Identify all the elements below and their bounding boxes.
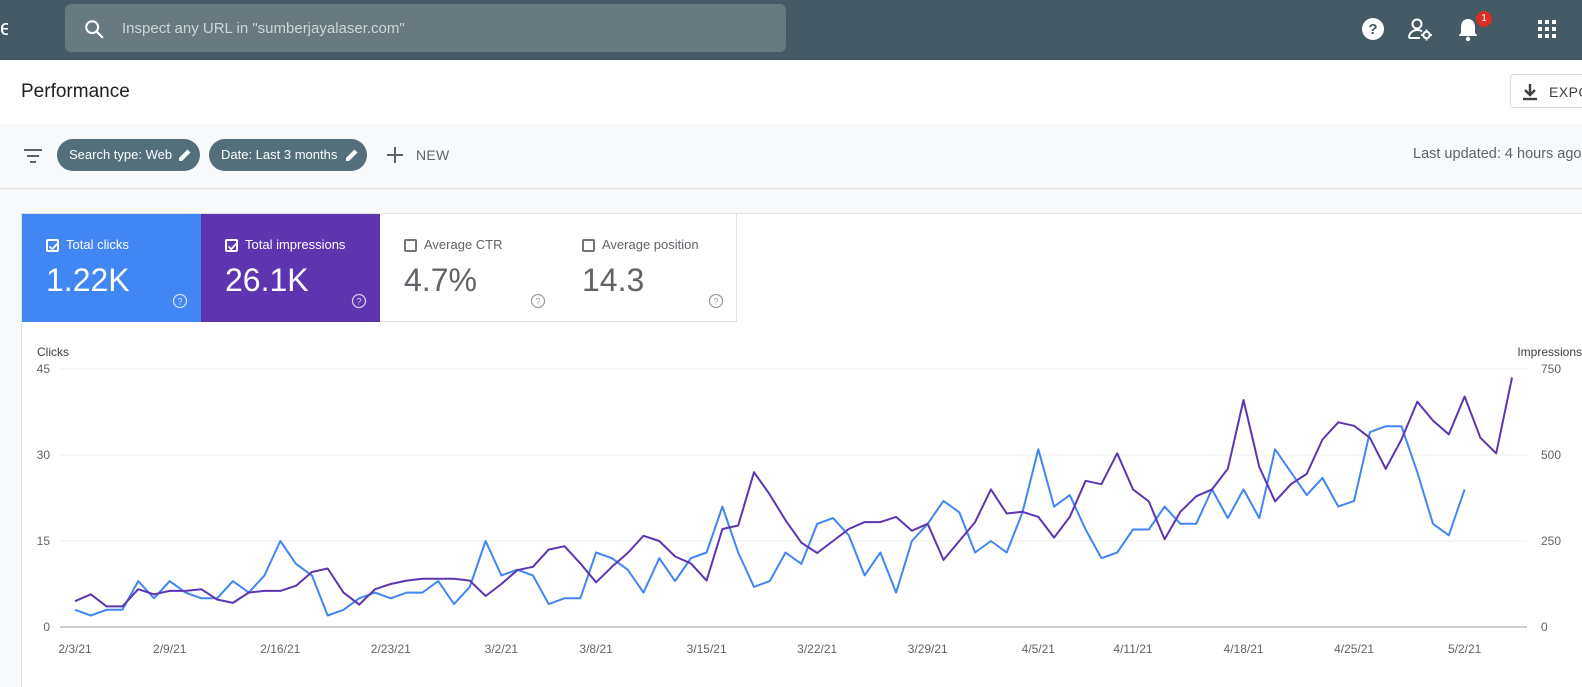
y-right-tick-label: 500 — [1541, 448, 1561, 462]
x-tick-label: 3/22/21 — [797, 642, 837, 656]
check-icon — [227, 242, 238, 251]
notification-count-badge: 1 — [1476, 11, 1492, 27]
chip-label: Search type: Web — [69, 147, 173, 162]
y-left-tick-label: 45 — [37, 362, 51, 376]
metric-card-average-ctr[interactable]: Average CTR 4.7% ? — [380, 214, 559, 322]
chip-label: Date: Last 3 months — [221, 147, 338, 162]
y-left-tick-label: 15 — [37, 534, 51, 548]
chip-date-range[interactable]: Date: Last 3 months — [209, 139, 367, 171]
metric-label: Total clicks — [66, 237, 129, 252]
notifications-icon[interactable] — [1454, 15, 1482, 43]
y-right-tick-label: 0 — [1541, 620, 1548, 634]
filter-bar: Search type: Web Date: Last 3 months NEW… — [0, 124, 1582, 189]
checkbox-checked[interactable] — [225, 239, 238, 252]
svg-text:?: ? — [535, 297, 540, 307]
help-outline-icon[interactable]: ? — [530, 293, 546, 309]
metric-value: 14.3 — [582, 262, 645, 298]
page-header: Performance EXPORT — [0, 60, 1582, 124]
y-right-tick-label: 750 — [1541, 362, 1561, 376]
y-left-tick-label: 30 — [37, 448, 51, 462]
plus-icon — [387, 147, 403, 163]
help-icon[interactable]: ? — [1359, 15, 1387, 43]
x-tick-label: 4/5/21 — [1022, 642, 1056, 656]
metric-card-average-position[interactable]: Average position 14.3 ? — [558, 214, 737, 322]
export-button[interactable]: EXPORT — [1510, 74, 1582, 108]
performance-panel: Total clicks 1.22K ? Total impressions 2… — [21, 213, 1582, 687]
checkbox-checked[interactable] — [46, 239, 59, 252]
svg-text:?: ? — [356, 297, 361, 307]
impressions-series-line — [74, 377, 1513, 608]
checkbox-unchecked[interactable] — [582, 239, 595, 252]
metric-value: 1.22K — [46, 262, 130, 298]
edit-pencil-icon — [179, 149, 191, 161]
metric-card-total-impressions[interactable]: Total impressions 26.1K ? — [201, 214, 380, 322]
apps-grid-icon[interactable] — [1533, 15, 1561, 43]
search-icon — [85, 20, 104, 39]
x-tick-label: 3/2/21 — [485, 642, 519, 656]
x-tick-label: 2/16/21 — [260, 642, 300, 656]
top-app-bar: e ? 1 — [0, 0, 1582, 60]
export-label: EXPORT — [1549, 84, 1582, 100]
performance-chart: 45 750 30 500 15 250 0 0 Clicks Impressions 2/3/21… — [37, 345, 1582, 656]
help-outline-icon[interactable]: ? — [351, 293, 367, 309]
x-tick-label: 4/25/21 — [1334, 642, 1374, 656]
download-icon — [1523, 84, 1537, 101]
checkbox-unchecked[interactable] — [404, 239, 417, 252]
svg-text:?: ? — [177, 297, 182, 307]
y-right-tick-label: 250 — [1541, 534, 1561, 548]
x-tick-label: 2/9/21 — [153, 642, 187, 656]
x-tick-label: 3/8/21 — [579, 642, 613, 656]
filter-icon[interactable] — [22, 145, 44, 167]
metric-label: Average CTR — [424, 237, 503, 252]
check-icon — [48, 242, 59, 251]
url-inspection-search[interactable] — [65, 4, 786, 52]
last-updated-text: Last updated: 4 hours ago — [1413, 146, 1582, 162]
metric-label: Average position — [602, 237, 699, 252]
clicks-series-line — [74, 425, 1466, 617]
y-left-tick-label: 0 — [43, 620, 50, 634]
x-tick-label: 3/29/21 — [908, 642, 948, 656]
edit-pencil-icon — [346, 149, 358, 161]
metric-value: 26.1K — [225, 262, 309, 298]
manage-users-icon[interactable] — [1406, 15, 1434, 43]
search-input[interactable] — [122, 4, 762, 52]
metric-card-total-clicks[interactable]: Total clicks 1.22K ? — [22, 214, 201, 322]
svg-text:?: ? — [1368, 21, 1377, 38]
x-tick-label: 3/15/21 — [687, 642, 727, 656]
y-right-axis-label: Impressions — [1517, 345, 1582, 359]
help-outline-icon[interactable]: ? — [172, 293, 188, 309]
y-left-axis-label: Clicks — [37, 345, 69, 359]
x-tick-label: 4/11/21 — [1113, 642, 1152, 656]
help-outline-icon[interactable]: ? — [708, 293, 724, 309]
x-tick-label: 4/18/21 — [1224, 642, 1264, 656]
chip-search-type[interactable]: Search type: Web — [57, 139, 200, 171]
x-tick-label: 2/3/21 — [58, 642, 92, 656]
page-title: Performance — [21, 81, 130, 102]
metric-value: 4.7% — [404, 262, 477, 298]
x-tick-label: 2/23/21 — [371, 642, 411, 656]
svg-text:?: ? — [713, 297, 718, 307]
metric-label: Total impressions — [245, 237, 346, 252]
product-name-fragment: e — [0, 15, 8, 40]
x-tick-label: 5/2/21 — [1448, 642, 1482, 656]
new-filter-label: NEW — [416, 147, 450, 163]
